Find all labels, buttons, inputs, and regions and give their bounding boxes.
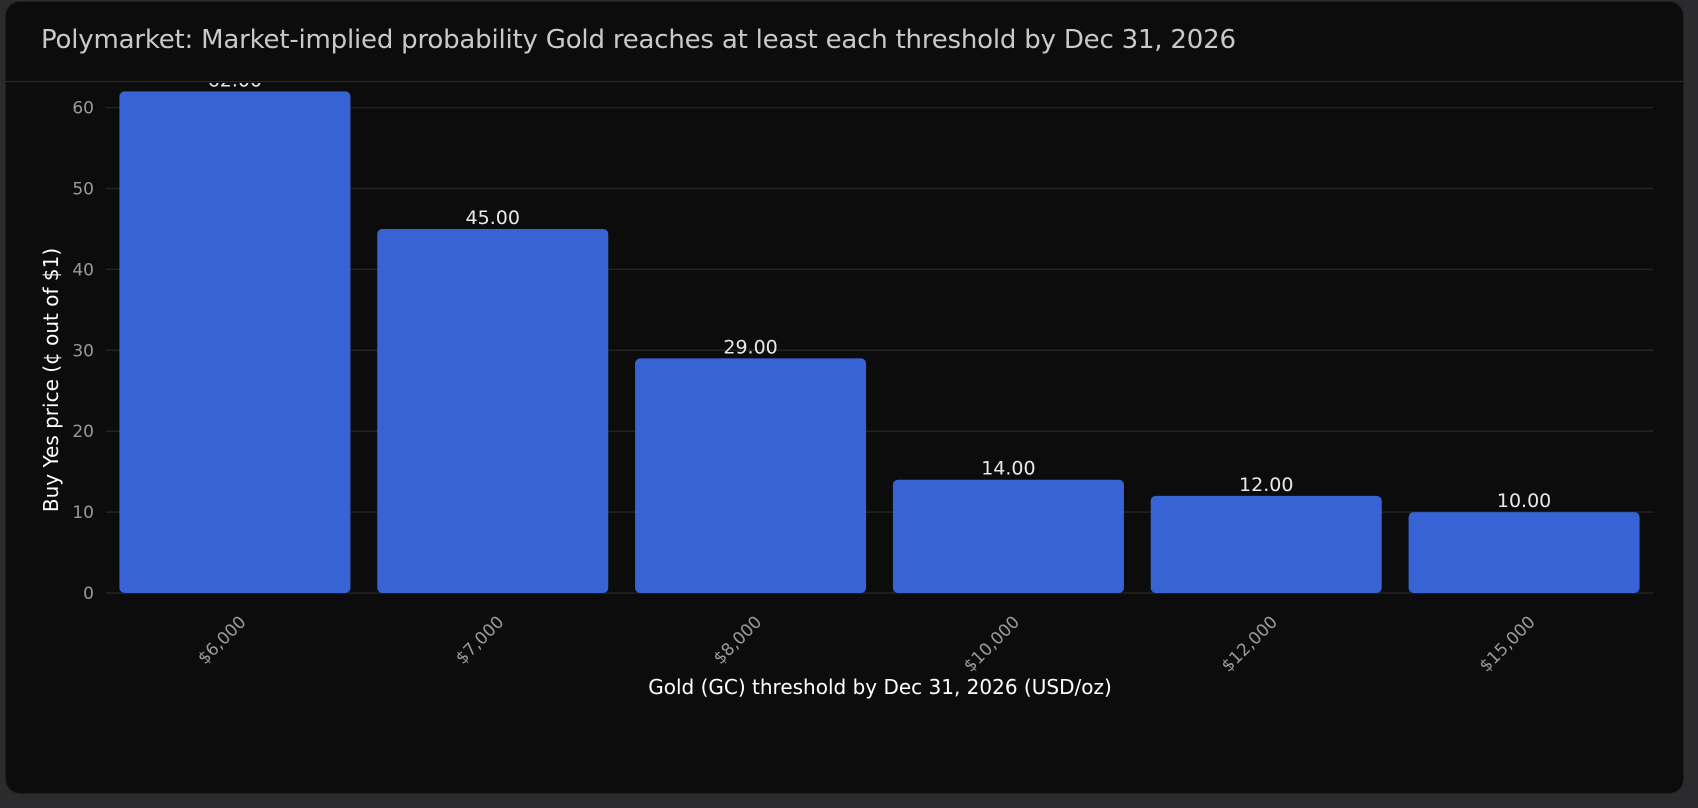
- bar-6[interactable]: [1408, 512, 1640, 593]
- y-tick-label: 50: [72, 180, 94, 200]
- y-tick-label: 30: [72, 341, 94, 361]
- y-axis-label: Buy Yes price (¢ out of $1): [39, 248, 63, 512]
- data-label: 12.00: [1239, 474, 1293, 496]
- bar-4[interactable]: [892, 479, 1124, 593]
- y-tick-label: 40: [72, 260, 94, 280]
- bar-3[interactable]: [635, 358, 867, 593]
- bar-2[interactable]: [377, 228, 609, 593]
- data-label: 62.00: [208, 83, 262, 91]
- bar-1[interactable]: [119, 91, 351, 594]
- chart-title: Polymarket: Market-implied probability G…: [41, 24, 1236, 55]
- bar-5[interactable]: [1150, 495, 1382, 593]
- x-tick-label: $15,000: [1476, 612, 1540, 676]
- y-tick-label: 60: [72, 99, 94, 119]
- y-tick-label: 10: [72, 503, 94, 523]
- x-tick-label: $12,000: [1218, 612, 1282, 676]
- data-label: 45.00: [466, 207, 520, 229]
- x-tick-label: $6,000: [194, 612, 250, 668]
- bar-chart: 0 10 20 30 40 50 60 62.00 $6,000 45.00 $7,000 29.00…: [39, 83, 1653, 699]
- card-header: Polymarket: Market-implied probability G…: [6, 2, 1683, 82]
- y-tick-label: 20: [72, 422, 94, 442]
- x-axis-label: Gold (GC) threshold by Dec 31, 2026 (USD…: [648, 675, 1112, 699]
- data-label: 10.00: [1497, 490, 1551, 512]
- data-label: 29.00: [723, 336, 777, 358]
- chart-card: Polymarket: Market-implied probability G…: [6, 2, 1683, 793]
- y-tick-label: 0: [83, 584, 94, 604]
- data-label: 14.00: [981, 458, 1035, 480]
- x-tick-label: $8,000: [710, 612, 766, 668]
- x-tick-label: $10,000: [960, 612, 1024, 676]
- x-tick-label: $7,000: [452, 612, 508, 668]
